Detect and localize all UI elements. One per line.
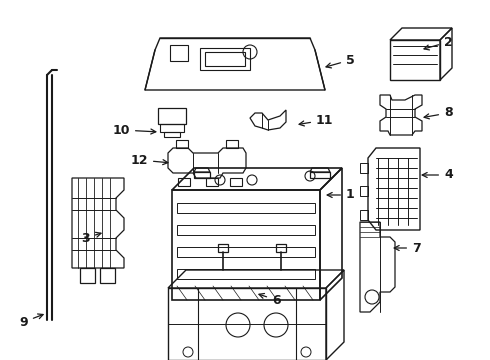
- Bar: [170, 45, 188, 61]
- Bar: [205, 52, 245, 66]
- Bar: [177, 203, 315, 213]
- Bar: [276, 244, 286, 252]
- Text: 2: 2: [424, 36, 453, 50]
- Text: 3: 3: [81, 231, 101, 244]
- Bar: [164, 132, 180, 137]
- Bar: [230, 178, 242, 186]
- Bar: [80, 268, 95, 283]
- Text: 11: 11: [299, 113, 334, 126]
- Text: 8: 8: [424, 107, 453, 120]
- Bar: [100, 268, 115, 283]
- Bar: [177, 225, 315, 235]
- Bar: [178, 178, 190, 186]
- Bar: [218, 244, 228, 252]
- Bar: [206, 178, 218, 186]
- Text: 9: 9: [20, 314, 43, 328]
- Bar: [360, 186, 368, 196]
- Bar: [158, 108, 186, 124]
- Bar: [172, 190, 320, 300]
- Bar: [177, 269, 315, 279]
- Text: 6: 6: [259, 293, 281, 306]
- Text: 12: 12: [130, 153, 168, 166]
- Text: 4: 4: [422, 168, 453, 181]
- Bar: [160, 124, 184, 132]
- Text: 10: 10: [113, 123, 156, 136]
- Bar: [226, 140, 238, 148]
- Text: 5: 5: [326, 54, 355, 68]
- Bar: [360, 210, 368, 220]
- Bar: [390, 40, 440, 80]
- Bar: [176, 140, 188, 148]
- Bar: [168, 288, 326, 360]
- Text: 1: 1: [327, 189, 355, 202]
- Bar: [360, 163, 368, 173]
- Bar: [200, 48, 250, 70]
- Text: 7: 7: [394, 242, 421, 255]
- Bar: [177, 247, 315, 257]
